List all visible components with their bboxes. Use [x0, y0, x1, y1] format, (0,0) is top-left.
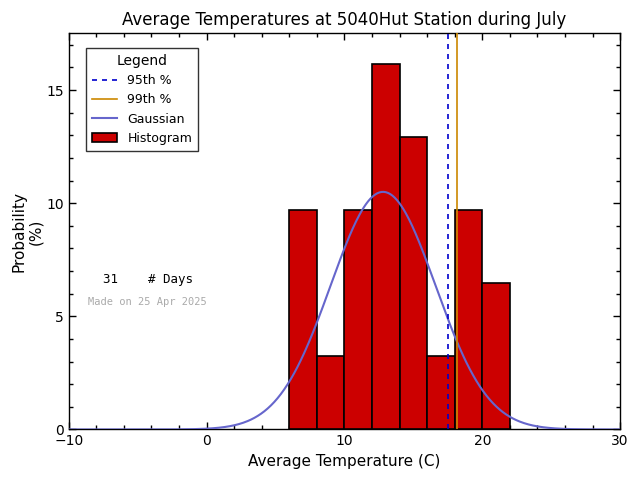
- Bar: [399, 137, 427, 430]
- Text: Made on 25 Apr 2025: Made on 25 Apr 2025: [88, 297, 207, 307]
- Bar: [317, 357, 344, 430]
- Y-axis label: Probability
(%): Probability (%): [11, 191, 44, 272]
- Title: Average Temperatures at 5040Hut Station during July: Average Temperatures at 5040Hut Station …: [122, 11, 566, 29]
- Bar: [289, 211, 317, 430]
- Text: 31    # Days: 31 # Days: [88, 273, 193, 286]
- Bar: [372, 64, 399, 430]
- Legend: 95th %, 99th %, Gaussian, Histogram: 95th %, 99th %, Gaussian, Histogram: [86, 48, 198, 151]
- X-axis label: Average Temperature (C): Average Temperature (C): [248, 454, 441, 469]
- Bar: [455, 211, 483, 430]
- Bar: [483, 284, 510, 430]
- Bar: [344, 211, 372, 430]
- Bar: [427, 357, 455, 430]
